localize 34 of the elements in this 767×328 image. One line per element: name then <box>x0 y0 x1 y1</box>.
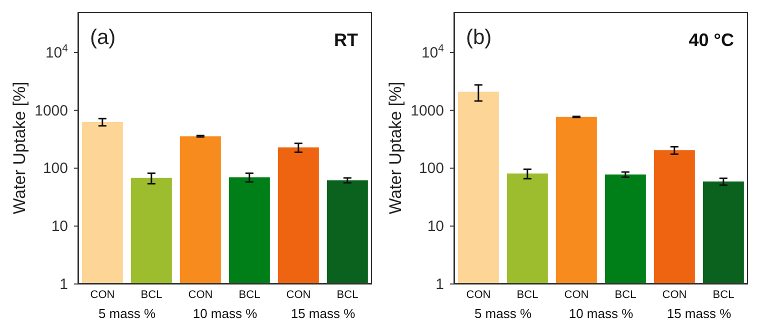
text: (a) <box>90 26 116 50</box>
y-tick-label: 100 <box>42 160 68 178</box>
x-tick-label: BCL <box>238 288 260 301</box>
y-tick-label: 1 <box>436 276 444 293</box>
x-tick-label: BCL <box>614 288 636 301</box>
y-tick-label: 1000 <box>410 102 444 120</box>
x-tick-label: CON <box>90 288 115 301</box>
text: RT <box>334 30 358 51</box>
text: 15 mass % <box>290 306 356 321</box>
y-tick-label: 100 <box>418 160 444 178</box>
y-tick-label: 1000 <box>34 102 68 120</box>
text: 40 °C <box>688 30 734 51</box>
text: 5 mass % <box>473 306 533 321</box>
y-tick-label: 1 <box>60 276 68 293</box>
x-tick-label: BCL <box>140 288 162 301</box>
x-tick-label: CON <box>662 288 687 301</box>
x-tick-label: BCL <box>516 288 538 301</box>
x-tick-label: BCL <box>336 288 358 301</box>
text: (b) <box>466 26 492 50</box>
x-tick-label: CON <box>188 288 213 301</box>
text: 10 mass % <box>568 306 634 321</box>
y-tick-label: 10$^{4}$ <box>421 42 444 62</box>
y-axis-title: Water Uptake [%] <box>10 80 30 216</box>
y-tick-label: 10 <box>427 218 444 236</box>
x-tick-label: BCL <box>712 288 734 301</box>
x-tick-label: CON <box>466 288 491 301</box>
x-tick-label: CON <box>286 288 311 301</box>
y-tick-label: 10$^{4}$ <box>45 42 68 62</box>
text: 5 mass % <box>97 306 157 321</box>
x-tick-label: CON <box>564 288 589 301</box>
y-axis-title: Water Uptake [%] <box>386 80 406 216</box>
text: 10 mass % <box>192 306 258 321</box>
y-tick-label: 10 <box>51 218 68 236</box>
text: 15 mass % <box>666 306 732 321</box>
